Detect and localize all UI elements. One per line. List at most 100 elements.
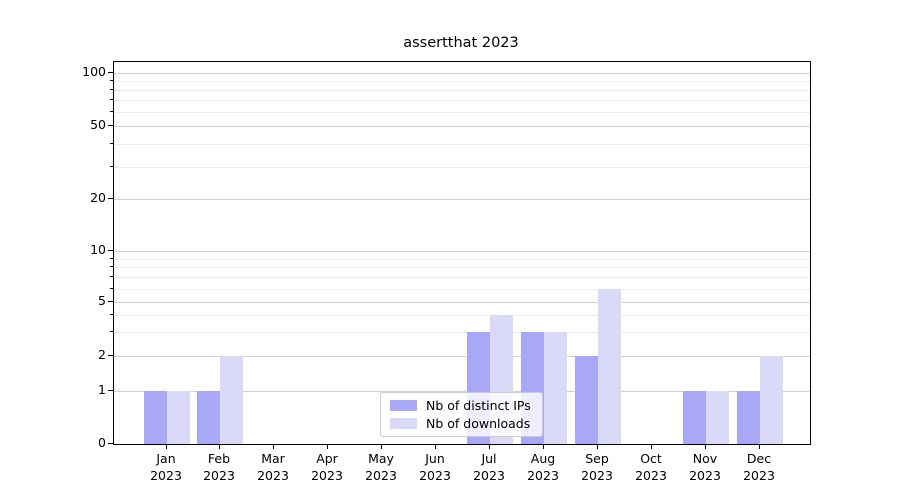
- gridline-major: [114, 126, 810, 127]
- x-tick-month: Jan: [156, 451, 176, 466]
- bar-downloads-nov: [705, 391, 729, 444]
- y-tick-label: 0: [98, 435, 106, 450]
- bar-distinct-ips-feb: [197, 391, 221, 444]
- y-minor-tick-mark: [110, 276, 113, 278]
- x-tick-month: Sep: [585, 451, 609, 466]
- x-tick-month: Aug: [530, 451, 556, 466]
- gridline-major: [114, 391, 810, 392]
- legend: Nb of distinct IPs Nb of downloads: [380, 392, 543, 437]
- x-tick-label: Jan 2023: [136, 450, 196, 484]
- gridline-minor: [114, 332, 810, 334]
- legend-label-downloads: Nb of downloads: [426, 416, 531, 431]
- gridline-minor: [114, 90, 810, 92]
- gridline-minor: [114, 112, 810, 114]
- x-tick-year: 2023: [311, 468, 343, 483]
- y-minor-tick-mark: [110, 99, 113, 101]
- y-tick-label: 5: [98, 293, 106, 308]
- x-tick-year: 2023: [689, 468, 721, 483]
- y-tick-label: 50: [90, 117, 106, 132]
- y-tick-mark: [108, 390, 113, 391]
- legend-item-downloads: Nb of downloads: [381, 416, 542, 431]
- x-tick-year: 2023: [743, 468, 775, 483]
- gridline-minor: [114, 277, 810, 279]
- x-tick-year: 2023: [365, 468, 397, 483]
- x-tick-mark: [327, 444, 328, 449]
- bar-downloads-sep: [597, 289, 621, 444]
- y-tick-mark: [108, 355, 113, 356]
- y-tick-mark: [108, 125, 113, 126]
- gridline-major: [114, 302, 810, 303]
- legend-swatch-distinct-ips: [390, 400, 417, 411]
- x-tick-mark: [219, 444, 220, 449]
- legend-label-distinct-ips: Nb of distinct IPs: [426, 398, 531, 413]
- y-tick-mark: [108, 198, 113, 199]
- x-tick-year: 2023: [527, 468, 559, 483]
- x-tick-mark: [435, 444, 436, 449]
- y-tick-label: 1: [98, 382, 106, 397]
- bar-distinct-ips-dec: [736, 391, 760, 444]
- x-tick-year: 2023: [203, 468, 235, 483]
- chart-title: assertthat 2023: [403, 35, 519, 51]
- y-tick-label: 100: [82, 64, 106, 79]
- gridline-major: [114, 199, 810, 200]
- x-tick-mark: [651, 444, 652, 449]
- y-tick-label: 10: [90, 242, 106, 257]
- gridline-minor: [114, 315, 810, 317]
- gridline-minor: [114, 288, 810, 290]
- bar-distinct-ips-nov: [682, 391, 706, 444]
- y-minor-tick-mark: [110, 89, 113, 91]
- x-tick-label: Sep 2023: [567, 450, 627, 484]
- x-tick-label: Apr 2023: [297, 450, 357, 484]
- x-tick-label: Oct 2023: [621, 450, 681, 484]
- y-tick-label: 20: [90, 190, 106, 205]
- x-tick-label: Dec 2023: [729, 450, 789, 484]
- y-minor-tick-mark: [110, 314, 113, 316]
- x-tick-mark: [381, 444, 382, 449]
- x-tick-label: Aug 2023: [513, 450, 573, 484]
- x-tick-mark: [489, 444, 490, 449]
- bar-downloads-aug: [543, 332, 567, 444]
- x-tick-month: Dec: [746, 451, 772, 466]
- x-tick-month: Nov: [692, 451, 718, 466]
- gridline-minor: [114, 100, 810, 102]
- gridline-major: [114, 73, 810, 74]
- x-tick-month: Oct: [640, 451, 662, 466]
- bar-downloads-jan: [166, 391, 190, 444]
- plot-area: Nb of distinct IPs Nb of downloads: [113, 61, 811, 445]
- x-tick-year: 2023: [581, 468, 613, 483]
- bar-distinct-ips-jan: [143, 391, 167, 444]
- x-tick-mark: [166, 444, 167, 449]
- x-tick-year: 2023: [635, 468, 667, 483]
- gridline-minor: [114, 166, 810, 168]
- x-tick-mark: [273, 444, 274, 449]
- x-tick-mark: [705, 444, 706, 449]
- x-tick-month: May: [368, 451, 394, 466]
- x-tick-label: Jun 2023: [405, 450, 465, 484]
- bar-downloads-dec: [759, 356, 783, 444]
- gridline-minor: [114, 143, 810, 145]
- gridline-major: [114, 251, 810, 252]
- y-minor-tick-mark: [110, 287, 113, 289]
- x-tick-year: 2023: [419, 468, 451, 483]
- gridline-major: [114, 356, 810, 357]
- x-tick-month: Mar: [261, 451, 285, 466]
- y-tick-mark: [108, 301, 113, 302]
- legend-item-distinct-ips: Nb of distinct IPs: [381, 398, 542, 413]
- y-tick-mark: [108, 72, 113, 73]
- x-tick-month: Feb: [207, 451, 231, 466]
- y-minor-tick-mark: [110, 111, 113, 113]
- x-tick-year: 2023: [257, 468, 289, 483]
- gridline-minor: [114, 267, 810, 269]
- y-tick-label: 2: [98, 347, 106, 362]
- y-tick-mark: [108, 250, 113, 251]
- y-minor-tick-mark: [110, 331, 113, 333]
- bar-downloads-feb: [220, 356, 244, 444]
- x-tick-month: Jul: [481, 451, 497, 466]
- x-tick-label: Nov 2023: [675, 450, 735, 484]
- gridline-minor: [114, 81, 810, 83]
- gridline-minor: [114, 258, 810, 260]
- x-tick-mark: [543, 444, 544, 449]
- y-minor-tick-mark: [110, 142, 113, 144]
- x-tick-label: Jul 2023: [459, 450, 519, 484]
